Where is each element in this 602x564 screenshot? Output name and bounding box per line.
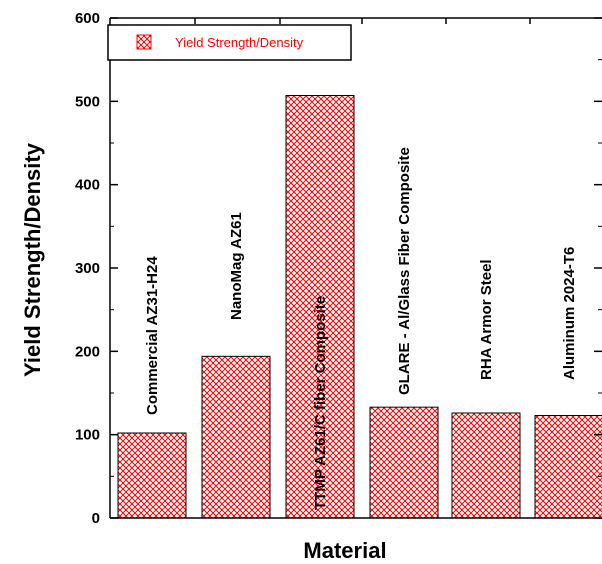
bar-4 bbox=[451, 412, 521, 519]
category-label-3: GLARE - Al/Glass Fiber Composite bbox=[396, 147, 413, 395]
category-label-0: Commercial AZ31-H24 bbox=[144, 256, 161, 415]
bar-labels-layer: Commercial AZ31-H24 NanoMag AZ61 TTMP AZ61… bbox=[144, 147, 578, 510]
y-tick-label-0: 0 bbox=[92, 510, 100, 527]
legend: Yield Strength/Density bbox=[107, 24, 352, 61]
bars-layer bbox=[117, 95, 602, 519]
category-label-2: TTMP AZ61/C fiber Composite bbox=[312, 296, 329, 510]
y-tick-label-4: 400 bbox=[75, 177, 100, 194]
bar-5 bbox=[534, 415, 602, 519]
y-tick-label-3: 300 bbox=[75, 260, 100, 277]
bar-0 bbox=[117, 432, 187, 519]
legend-swatch bbox=[136, 34, 152, 50]
bar-2 bbox=[285, 95, 355, 519]
category-label-1: NanoMag AZ61 bbox=[228, 212, 245, 320]
y-tick-label-2: 200 bbox=[75, 343, 100, 360]
bar-3 bbox=[369, 406, 439, 519]
bar-1 bbox=[201, 355, 271, 519]
y-tick-label-6: 600 bbox=[75, 10, 100, 27]
legend-label: Yield Strength/Density bbox=[175, 35, 304, 50]
x-axis-title: Material bbox=[303, 538, 386, 563]
y-tick-label-1: 100 bbox=[75, 427, 100, 444]
category-label-4: RHA Armor Steel bbox=[478, 259, 495, 380]
y-tick-label-5: 500 bbox=[75, 93, 100, 110]
y-ticks-layer: 0 100 200 300 400 500 600 bbox=[75, 10, 602, 527]
y-axis-title: Yield Strength/Density bbox=[20, 142, 45, 377]
category-label-5: Aluminum 2024-T6 bbox=[561, 247, 578, 380]
